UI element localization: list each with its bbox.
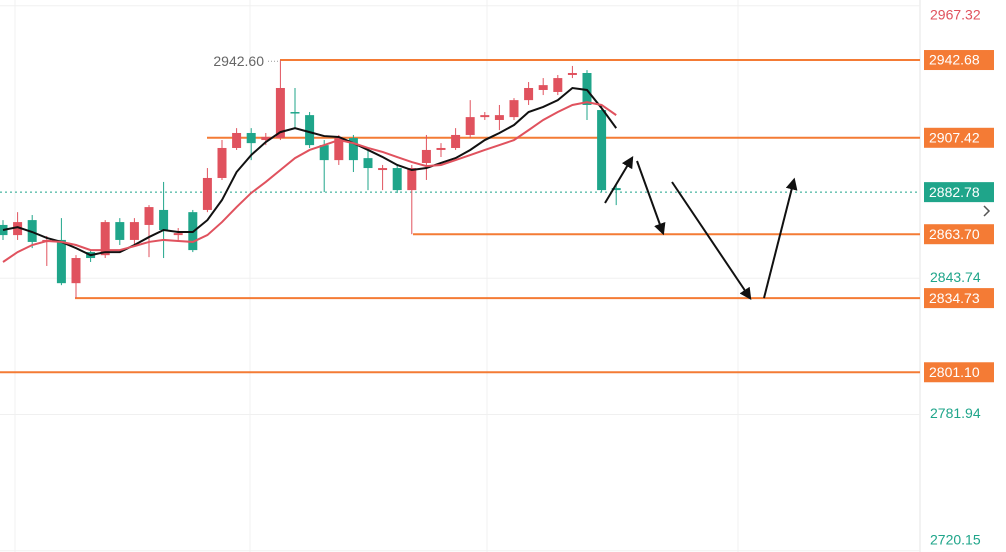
level-label: 2863.70 [929,226,980,242]
candle-body [56,239,66,284]
candle-body [305,115,315,146]
candle-body [144,207,154,225]
candle-body [597,110,607,191]
level-label: 2801.10 [929,364,980,380]
candle-body [480,115,490,118]
level-box [924,50,994,71]
candle-body [509,100,519,118]
candle-body [611,188,621,191]
candle-body [13,222,23,236]
candle-body [319,145,329,161]
candle-body [115,222,125,240]
candle-body [436,147,446,150]
level-box [924,127,994,148]
candle-body [232,132,242,148]
level-label: 2834.73 [929,290,980,306]
candle-body [348,138,358,161]
level-label: 2942.68 [929,52,980,68]
candle-body [378,168,388,171]
high-marker-label: 2942.60 [213,53,264,69]
candle-body [159,209,169,231]
level-box [924,224,994,245]
moving-average [2,101,617,263]
candle-body [421,149,431,163]
candle-body [524,87,534,101]
candle-body [173,233,183,236]
candle-body [451,134,461,148]
candle-body [275,87,285,139]
candle-body [129,222,139,240]
candle-body [494,115,504,120]
candle-body [246,132,256,144]
candle-body [465,117,475,135]
candle-body [71,258,81,284]
candle-body [567,72,577,75]
candle-body [290,112,300,114]
candle-body [100,222,110,256]
candle-body [202,177,212,210]
candle-body [217,147,227,178]
last-price-label: 2882.78 [929,184,980,200]
plot: 2967.32 2843.74 2781.94 2720.15 2942.60 2942.… [0,5,994,552]
level-box [924,362,994,383]
projection-arrows [604,155,798,300]
candle-body [553,78,563,92]
arrow [636,160,666,236]
candle-body [538,85,548,90]
candle-body [392,168,402,191]
last-price-box [924,182,994,203]
candle-body [407,168,417,191]
arrow [604,155,634,204]
moving-average [2,86,618,257]
candle-body [261,136,271,141]
y-tick-label: 2967.32 [930,7,981,23]
level-label: 2907.42 [929,129,980,145]
candle-body [334,138,344,161]
level-box [924,288,994,309]
arrow [671,181,752,300]
scroll-icon[interactable] [983,205,991,217]
candle-body [363,158,373,169]
arrow [763,177,798,299]
y-tick-label: 2843.74 [930,269,981,285]
y-tick-label: 2781.94 [930,405,981,421]
y-tick-label: 2720.15 [930,532,981,548]
